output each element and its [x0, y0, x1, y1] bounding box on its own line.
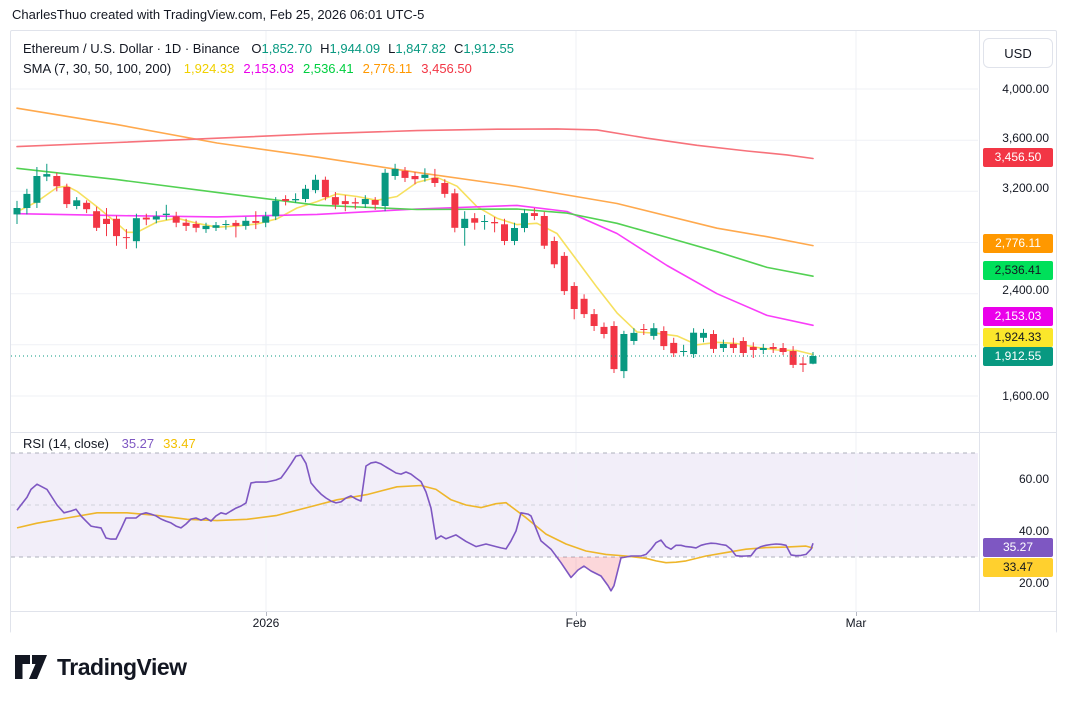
- axis-price-badge: 2,153.03: [983, 307, 1053, 326]
- ohlc-values: O1,852.70 H1,944.09 L1,847.82 C1,912.55: [243, 41, 514, 56]
- time-axis-label: Feb: [565, 616, 587, 630]
- price-pane-canvas[interactable]: [11, 31, 978, 432]
- axis-label: 3,200.00: [1002, 181, 1049, 195]
- rsi-value: 35.27: [121, 436, 155, 451]
- sma-50-value: 2,536.41: [303, 61, 354, 76]
- sma-100-value: 2,776.11: [362, 61, 413, 76]
- time-axis-tick: [266, 612, 267, 616]
- main-legend: Ethereum / U.S. Dollar · 1D · Binance O1…: [23, 39, 514, 79]
- time-axis-label: 2026: [252, 616, 280, 630]
- rsi-values: 35.27 33.47: [113, 436, 196, 451]
- ohlc-o-value: O1,852.70: [251, 41, 313, 56]
- axis-price-badge: 2,776.11: [983, 234, 1053, 253]
- instrument-title[interactable]: Ethereum / U.S. Dollar · 1D · Binance: [23, 41, 240, 56]
- axis-label: 60.00: [1018, 472, 1049, 486]
- axis-price-badge: 2,536.41: [983, 261, 1053, 280]
- axis-label: 2,400.00: [1002, 283, 1049, 297]
- sma-30-value: 2,153.03: [243, 61, 294, 76]
- chart-container: Ethereum / U.S. Dollar · 1D · Binance O1…: [10, 30, 1057, 634]
- axis-price-badge: 35.27: [983, 538, 1053, 557]
- currency-toggle-button[interactable]: USD: [983, 38, 1053, 68]
- sma-200-value: 3,456.50: [421, 61, 472, 76]
- pane-separator[interactable]: [11, 432, 1056, 433]
- rsi-pane-canvas[interactable]: [11, 432, 978, 611]
- axis-label: 20.00: [1018, 576, 1049, 590]
- rsi-legend-row[interactable]: RSI (14, close) 35.27 33.47: [23, 435, 196, 453]
- sma-values: 1,924.33 2,153.03 2,536.41 2,776.11 3,456.50: [175, 61, 472, 76]
- axis-label: 4,000.00: [1002, 82, 1049, 96]
- axis-label: 1,600.00: [1002, 389, 1049, 403]
- attribution-text: CharlesThuo created with TradingView.com…: [12, 7, 425, 22]
- axis-price-badge: 1,924.33: [983, 328, 1053, 347]
- time-scale[interactable]: 2026 Feb Mar: [11, 611, 1056, 634]
- rsi-ma-value: 33.47: [163, 436, 196, 451]
- axis-label: 3,600.00: [1002, 131, 1049, 145]
- sma-legend-row[interactable]: SMA (7, 30, 50, 100, 200) 1,924.33 2,153.…: [23, 59, 514, 79]
- sma-legend-label[interactable]: SMA (7, 30, 50, 100, 200): [23, 61, 172, 76]
- axis-price-badge: 33.47: [983, 558, 1053, 577]
- tradingview-logo[interactable]: TradingView: [14, 652, 187, 682]
- time-axis-tick: [576, 612, 577, 616]
- ohlc-h-value: H1,944.09: [320, 41, 381, 56]
- sma-7-value: 1,924.33: [183, 61, 235, 76]
- axis-price-badge: 3,456.50: [983, 148, 1053, 167]
- tradingview-logo-mark-icon: [15, 655, 47, 679]
- instrument-legend-row[interactable]: Ethereum / U.S. Dollar · 1D · Binance O1…: [23, 39, 514, 59]
- price-scale[interactable]: 4,000.00 3,600.00 3,200.00 2,400.00 1,600.00…: [979, 31, 1057, 611]
- time-axis-label: Mar: [845, 616, 867, 630]
- tradingview-logo-text: TradingView: [57, 653, 187, 680]
- ohlc-l-value: L1,847.82: [388, 41, 446, 56]
- axis-price-badge: 1,912.55: [983, 347, 1053, 366]
- ohlc-c-value: C1,912.55: [453, 41, 514, 56]
- rsi-legend-label[interactable]: RSI (14, close): [23, 436, 109, 451]
- time-axis-tick: [856, 612, 857, 616]
- axis-label: 40.00: [1018, 524, 1049, 538]
